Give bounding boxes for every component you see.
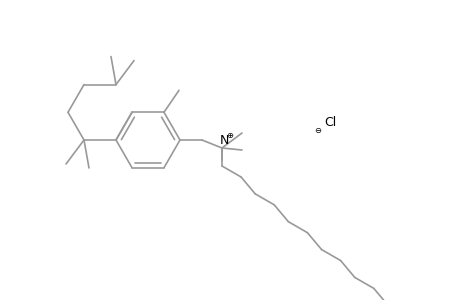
Text: N: N (219, 134, 228, 146)
Text: Cl: Cl (323, 116, 336, 128)
Text: ⊕: ⊕ (226, 130, 233, 140)
Text: ⊖: ⊖ (314, 125, 321, 134)
